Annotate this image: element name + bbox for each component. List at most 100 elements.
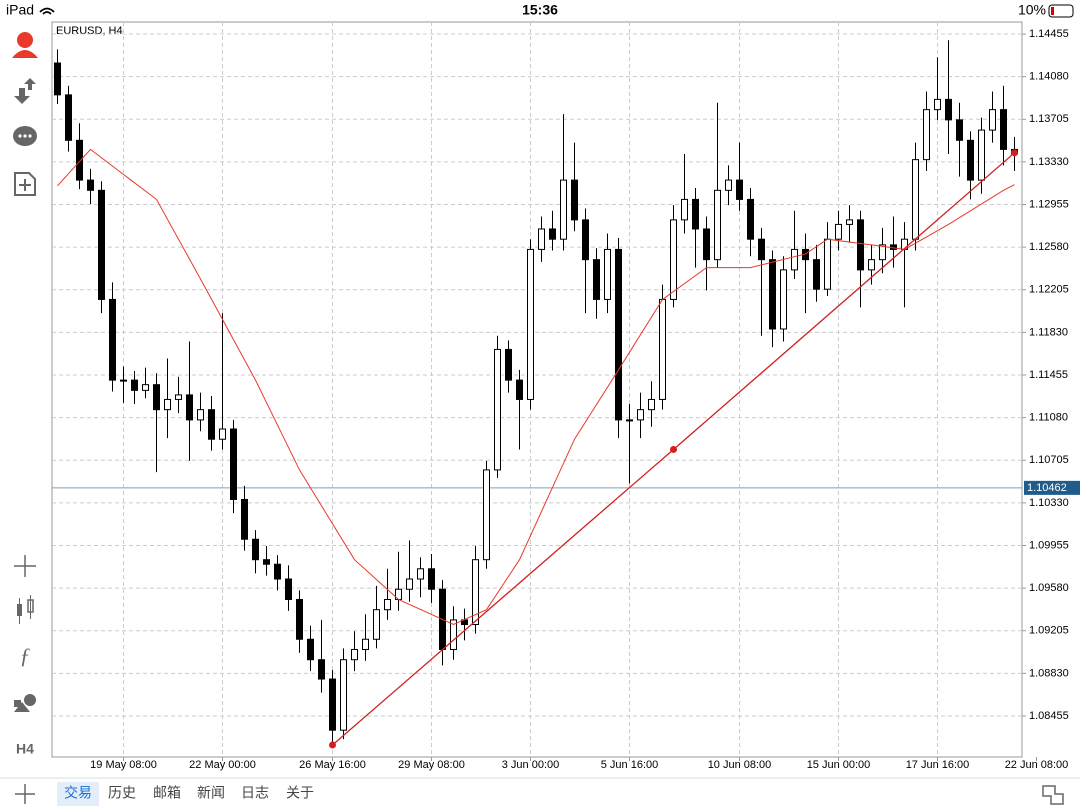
x-tick-label: 5 Jun 16:00 — [601, 759, 659, 771]
candle-body — [978, 129, 985, 181]
candle-body — [923, 109, 930, 161]
moving-average-line — [57, 148, 1015, 626]
trade-button[interactable] — [14, 78, 36, 104]
layout-button[interactable] — [1042, 785, 1064, 805]
candle-body — [318, 659, 325, 680]
candle-body — [549, 228, 556, 240]
candle-body — [208, 409, 215, 440]
tab[interactable]: 日志 — [241, 785, 269, 801]
candle-body — [769, 259, 776, 330]
candle-body — [362, 638, 369, 650]
candle-body — [406, 578, 413, 590]
candle-body — [274, 563, 281, 580]
tab[interactable]: 交易 — [64, 785, 92, 801]
status-bar: iPad 15:36 10% — [6, 2, 1074, 18]
y-tick-label: 1.08455 — [1029, 710, 1069, 722]
y-tick-label: 1.14080 — [1029, 71, 1069, 83]
y-tick-label: 1.14455 — [1029, 28, 1069, 40]
plot-frame — [51, 21, 1023, 758]
candle-body — [857, 219, 864, 271]
y-tick-label: 1.12580 — [1029, 241, 1069, 253]
candle-body — [483, 469, 490, 561]
candle-body — [230, 428, 237, 500]
candle-body — [703, 228, 710, 261]
y-tick-label: 1.10705 — [1029, 454, 1069, 466]
candle-body — [593, 259, 600, 300]
candle-body — [648, 398, 655, 411]
chart-type-button[interactable] — [17, 595, 34, 624]
x-tick-label: 10 Jun 08:00 — [708, 759, 772, 771]
candle-body — [956, 119, 963, 141]
candle-body — [813, 259, 820, 290]
candle-body — [87, 179, 94, 191]
trend-anchor — [670, 445, 677, 453]
y-tick-label: 1.08830 — [1029, 667, 1069, 679]
candle-body — [296, 598, 303, 640]
x-tick-label: 29 May 08:00 — [398, 759, 465, 771]
tab[interactable]: 邮箱 — [153, 785, 181, 801]
candle-body — [604, 248, 611, 300]
indicators-button[interactable]: ƒ — [20, 643, 31, 668]
candle-body — [582, 219, 589, 261]
candle-body — [109, 298, 116, 381]
crosshair-button[interactable] — [14, 555, 36, 577]
add-button[interactable] — [15, 784, 35, 804]
tab[interactable]: 新闻 — [197, 785, 225, 801]
candle-body — [736, 179, 743, 200]
tab[interactable]: 历史 — [108, 785, 136, 801]
candle-body — [912, 159, 919, 240]
candle-body — [153, 384, 160, 411]
candle-body — [879, 244, 886, 261]
candle-body — [1000, 109, 1007, 150]
x-tick-label: 17 Jun 16:00 — [906, 759, 970, 771]
chat-button[interactable] — [13, 126, 37, 146]
candle-body — [791, 248, 798, 271]
candle-body — [758, 238, 765, 261]
account-button[interactable] — [12, 32, 38, 58]
candle-body — [197, 409, 204, 421]
clock: 15:36 — [522, 2, 558, 18]
candle-body — [472, 559, 479, 625]
candle-body — [989, 109, 996, 131]
trend-anchor — [1011, 149, 1018, 157]
x-tick-label: 22 Jun 08:00 — [1005, 759, 1069, 771]
candle-body — [307, 638, 314, 661]
candle-body — [516, 379, 523, 400]
x-tick-label: 22 May 00:00 — [189, 759, 256, 771]
objects-button[interactable] — [14, 694, 36, 712]
candle-body — [351, 648, 358, 661]
candle-body — [164, 398, 171, 411]
tab[interactable]: 关于 — [286, 785, 314, 801]
candle-body — [780, 269, 787, 330]
candle-body — [450, 619, 457, 650]
candle-body — [659, 298, 666, 400]
candle-body — [945, 98, 952, 121]
candle-body — [98, 189, 105, 300]
y-tick-label: 1.12955 — [1029, 198, 1069, 210]
y-tick-label: 1.13330 — [1029, 156, 1069, 168]
candle-body — [142, 384, 149, 391]
candle-body — [373, 609, 380, 640]
candle-body — [340, 659, 347, 731]
candle-body — [285, 578, 292, 600]
candle-body — [241, 498, 248, 540]
candle-body — [747, 198, 754, 240]
candle-body — [846, 219, 853, 225]
candle-body — [120, 379, 127, 382]
candle-body — [219, 428, 226, 440]
y-tick-label: 1.11080 — [1029, 412, 1068, 424]
candle-body — [252, 538, 259, 561]
current-price-label: 1.10462 — [1027, 482, 1067, 494]
candle-body — [329, 678, 336, 731]
x-tick-label: 15 Jun 00:00 — [807, 759, 871, 771]
candle-body — [384, 598, 391, 611]
candle-body — [417, 568, 424, 580]
candle-body — [54, 62, 61, 96]
x-tick-label: 26 May 16:00 — [299, 759, 366, 771]
candle-body — [76, 139, 83, 181]
wifi-icon — [39, 7, 55, 15]
y-tick-label: 1.09580 — [1029, 582, 1069, 594]
new-order-button[interactable] — [14, 172, 36, 196]
timeframe-button[interactable]: H4 — [16, 741, 34, 757]
